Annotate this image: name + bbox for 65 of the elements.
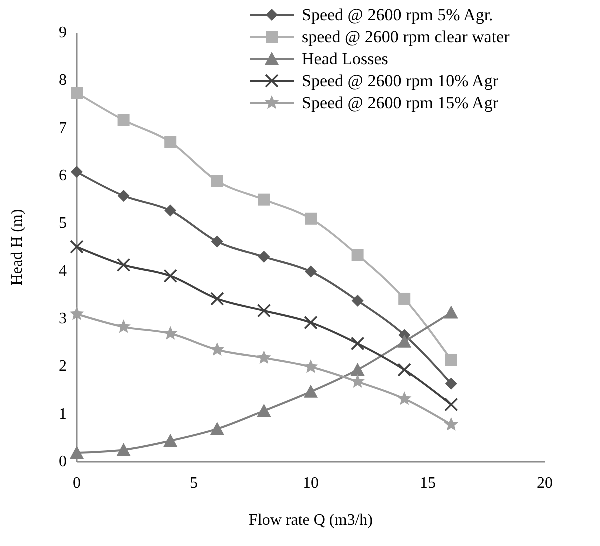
point (210, 422, 224, 436)
y-tick-label: 4 (59, 262, 67, 280)
point (304, 316, 318, 330)
y-tick-label: 0 (59, 454, 67, 470)
point (398, 292, 411, 305)
point (444, 417, 459, 431)
legend-label: Head Losses (302, 50, 388, 68)
point (258, 194, 270, 206)
point (444, 306, 458, 319)
point (398, 363, 412, 377)
y-axis-title: Head H (m) (9, 209, 26, 286)
point (211, 236, 224, 248)
x-tick-label: 15 (420, 475, 436, 492)
point (304, 360, 318, 374)
point (164, 269, 178, 283)
legend-label: Speed @ 2600 rpm 15% Agr (302, 94, 499, 112)
point (163, 326, 178, 340)
x-axis-title: Flow rate Q (m3/h) (249, 512, 373, 529)
point (70, 306, 84, 320)
point (71, 166, 83, 178)
point (164, 434, 178, 448)
point (164, 136, 177, 148)
x-tick-label: 20 (537, 475, 553, 492)
point (257, 350, 272, 364)
y-tick-label: 6 (59, 168, 67, 184)
point (398, 334, 412, 348)
x-tick-label: 0 (73, 475, 81, 492)
point (444, 398, 458, 412)
point (350, 374, 365, 388)
point (71, 87, 83, 100)
point (445, 354, 458, 366)
point (164, 204, 177, 217)
point (210, 292, 224, 306)
point (118, 190, 130, 202)
y-tick-label: 9 (59, 24, 67, 42)
y-tick-label: 3 (59, 310, 67, 328)
y-tick-label: 1 (59, 406, 67, 423)
y-tick-label: 5 (59, 215, 67, 232)
point (305, 212, 317, 225)
y-tick-label: 2 (59, 358, 67, 376)
legend-label: Speed @ 2600 rpm 10% Agr (302, 72, 499, 90)
point (257, 404, 272, 417)
point (116, 443, 131, 456)
legend-label: Speed @ 2600 rpm 5% Agr. (302, 6, 494, 24)
point (211, 175, 224, 188)
point (445, 378, 458, 390)
point (350, 336, 365, 351)
point (257, 304, 272, 318)
y-tick-label: 7 (59, 120, 67, 137)
point (352, 294, 364, 307)
x-tick-label: 5 (190, 475, 198, 492)
point (116, 320, 131, 334)
point (397, 392, 412, 406)
x-tick-label: 10 (303, 475, 319, 492)
point (258, 251, 270, 264)
point (305, 266, 317, 278)
point (118, 114, 130, 126)
point (304, 384, 318, 398)
point (116, 258, 131, 272)
y-tick-label: 8 (59, 72, 67, 90)
point (70, 446, 84, 459)
point (70, 240, 84, 254)
point (350, 363, 365, 376)
point (352, 249, 364, 262)
legend-label: speed @ 2600 rpm clear water (302, 28, 510, 46)
